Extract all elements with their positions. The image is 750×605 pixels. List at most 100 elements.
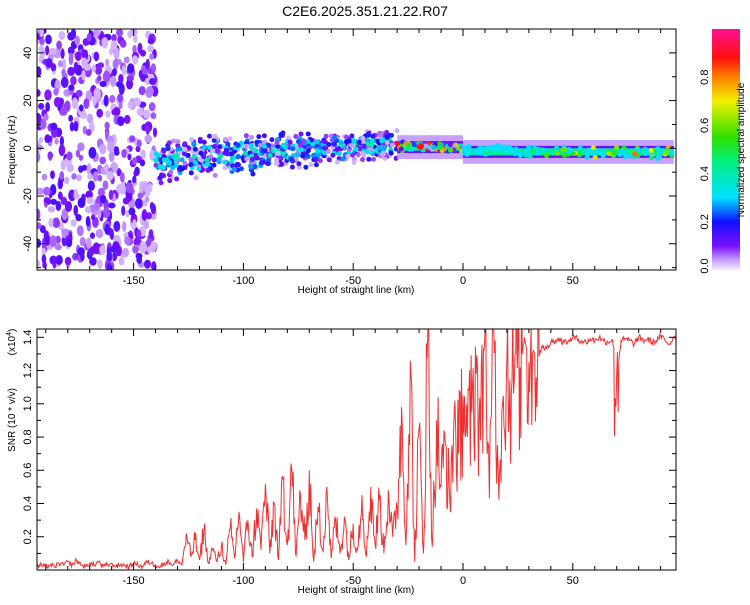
spectrogram-cell bbox=[369, 142, 375, 148]
spectrogram-cell bbox=[48, 151, 53, 161]
spectrogram-cell bbox=[55, 254, 63, 266]
spectrogram-cell bbox=[540, 147, 546, 153]
spectrogram-cell bbox=[271, 148, 277, 154]
spectrogram-cell bbox=[114, 149, 120, 156]
spectrogram-cell bbox=[74, 51, 82, 62]
x-tick-label: 50 bbox=[567, 275, 579, 287]
spectrogram-cell bbox=[356, 139, 362, 145]
spectrogram-cell bbox=[305, 153, 311, 159]
spectrogram-cell bbox=[37, 113, 42, 124]
spectrogram-cell bbox=[225, 141, 231, 147]
spectrogram-cell bbox=[182, 160, 188, 166]
snr-plot bbox=[37, 329, 676, 570]
spectrogram-cell bbox=[217, 144, 223, 150]
spectrogram-cell bbox=[97, 187, 106, 197]
spectrogram-cell bbox=[147, 37, 154, 45]
spectrogram-cell bbox=[369, 150, 375, 156]
spectrogram-cell bbox=[92, 171, 99, 182]
spectrogram-cell bbox=[173, 163, 179, 169]
spectrogram-cell bbox=[58, 30, 66, 41]
spectrogram-cell bbox=[344, 134, 350, 140]
spectrogram-cell bbox=[204, 157, 210, 163]
spectrogram-cell bbox=[174, 176, 180, 182]
spectrogram-cell bbox=[590, 150, 596, 156]
spectrogram-cell bbox=[93, 87, 101, 100]
spectrogram-cell bbox=[655, 146, 661, 152]
spectrogram-cell bbox=[192, 146, 198, 152]
spectrogram-cell bbox=[322, 145, 328, 151]
spectrogram-cell bbox=[48, 217, 54, 228]
colorbar-tick-label: 0.2 bbox=[699, 214, 711, 229]
spectrogram-cell bbox=[132, 245, 139, 254]
spectrogram-cell bbox=[131, 55, 139, 65]
spectrogram-cell bbox=[116, 116, 125, 127]
y-tick-label: -20 bbox=[22, 188, 34, 204]
y-tick-label: 0 bbox=[22, 145, 34, 151]
spectrogram-cell bbox=[168, 169, 174, 175]
spectrogram-cell bbox=[133, 98, 141, 107]
spectrogram-cell bbox=[554, 145, 560, 151]
spectrogram-cell bbox=[112, 241, 120, 252]
spectrogram-cell bbox=[112, 59, 119, 69]
spectrogram-cell bbox=[211, 157, 217, 163]
spectrogram-cell bbox=[104, 223, 111, 235]
spectrogram-cell bbox=[188, 156, 194, 162]
spectrogram-cell bbox=[57, 60, 63, 68]
spectrogram-cell bbox=[132, 175, 137, 184]
spectrogram-cell bbox=[81, 57, 88, 68]
spectrogram-cell bbox=[91, 214, 96, 221]
spectrogram-cell bbox=[103, 94, 109, 107]
spectrogram-cell bbox=[57, 191, 63, 200]
spectrogram-cell bbox=[99, 156, 107, 165]
spectrogram-cell bbox=[197, 136, 203, 142]
spectrogram-cell bbox=[119, 172, 125, 183]
spectrogram-cell bbox=[244, 156, 250, 162]
colorbar-tick-label: 0.6 bbox=[699, 118, 711, 133]
spectrogram-cell bbox=[60, 196, 68, 206]
spectrogram-cell bbox=[374, 147, 380, 153]
spectrogram-cell bbox=[177, 146, 183, 152]
spectrogram-cell bbox=[260, 159, 266, 165]
spectrogram-cell bbox=[136, 107, 144, 116]
spectrogram-cell bbox=[590, 145, 596, 151]
spectrogram-cell bbox=[121, 179, 126, 192]
spectrogram-cell bbox=[231, 166, 237, 172]
spectrogram-cell bbox=[92, 242, 101, 255]
spectrogram-cell bbox=[222, 136, 228, 142]
spectrogram-cell bbox=[132, 218, 137, 230]
spectrogram-cell bbox=[45, 45, 50, 56]
spectrogram-cell bbox=[97, 75, 102, 82]
spectrogram-cell bbox=[59, 136, 65, 147]
spectrogram-cell bbox=[102, 180, 109, 190]
y-tick-label: 1.4 bbox=[22, 330, 34, 345]
spectrogram-cell bbox=[88, 147, 97, 159]
spectrogram-cell bbox=[198, 150, 204, 156]
spectrogram-cell bbox=[418, 143, 424, 149]
spectrogram-cell bbox=[295, 152, 301, 158]
spectrogram-frame bbox=[36, 28, 677, 271]
spectrogram-cell bbox=[55, 200, 62, 211]
spectrogram-cell bbox=[124, 236, 131, 245]
spectrogram-cell bbox=[68, 53, 74, 66]
spectrogram-cell bbox=[118, 257, 125, 266]
spectrogram-cell bbox=[76, 225, 84, 237]
spectrogram-cell bbox=[97, 207, 102, 220]
spectrogram-cell bbox=[384, 139, 390, 145]
spectrogram-cell bbox=[152, 127, 158, 138]
spectrogram-cell bbox=[357, 146, 363, 152]
spectrogram-cell bbox=[349, 143, 355, 149]
spectrogram-cell bbox=[109, 95, 116, 103]
spectrogram-cell bbox=[290, 146, 296, 152]
spectrogram-cell bbox=[448, 147, 454, 153]
spectrogram-cell bbox=[150, 112, 157, 120]
spectrogram-cell bbox=[466, 143, 472, 149]
spectrogram-cell bbox=[197, 156, 203, 162]
spectrogram-cell bbox=[86, 196, 94, 205]
spectrogram-cell bbox=[337, 151, 343, 157]
spectrogram-cell bbox=[147, 67, 153, 75]
spectrogram-cell bbox=[570, 151, 576, 157]
spectrogram-cell bbox=[143, 220, 150, 230]
spectrogram-cell bbox=[153, 157, 159, 163]
spectrogram-cell bbox=[39, 29, 44, 38]
spectrogram-cell bbox=[182, 146, 188, 152]
